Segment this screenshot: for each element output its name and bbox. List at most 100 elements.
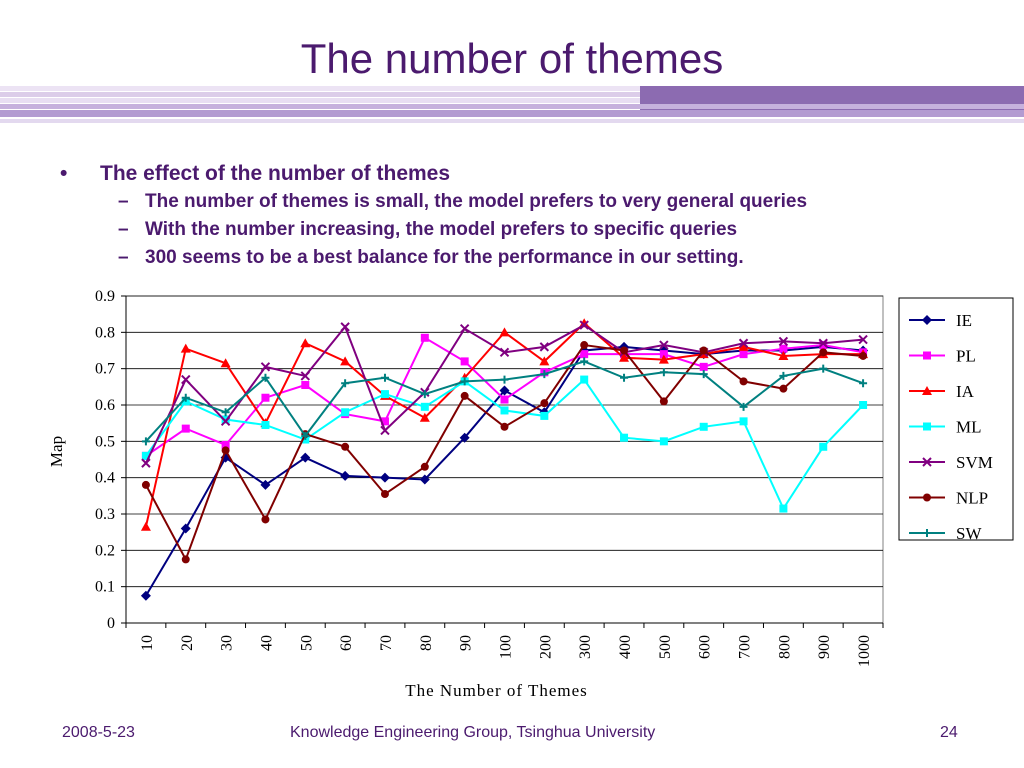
data-point-ie (260, 479, 271, 490)
data-point-ml (859, 401, 868, 409)
data-point-nlp (420, 462, 429, 471)
data-point-svm (260, 362, 271, 372)
bullet-sub-1: The number of themes is small, the model… (58, 188, 1008, 216)
x-tick-label: 50 (298, 635, 315, 651)
x-tick-label: 1000 (856, 635, 873, 667)
data-point-ia (340, 356, 351, 366)
y-tick-label: 0.7 (95, 361, 115, 378)
plot-area (125, 295, 884, 624)
data-point-nlp (819, 348, 828, 357)
footer-org: Knowledge Engineering Group, Tsinghua Un… (290, 724, 656, 741)
bullet-sub-2: With the number increasing, the model pr… (58, 216, 1008, 244)
series-sw (141, 357, 868, 446)
data-point-pl (699, 362, 708, 371)
data-point-svm (300, 371, 310, 381)
data-point-ml (341, 408, 350, 417)
y-tick-label: 0.4 (95, 470, 115, 487)
data-point-pl (420, 333, 429, 342)
data-point-svm (340, 322, 350, 332)
data-point-ie (140, 590, 151, 601)
legend-marker-ml (923, 422, 931, 431)
data-point-svm (659, 340, 669, 350)
data-point-svm (818, 338, 828, 348)
bullet-sub-3: 300 seems to be a best balance for the p… (58, 244, 1008, 272)
data-point-pl (181, 424, 190, 433)
y-axis-label: Map (47, 436, 66, 467)
x-tick-label: 900 (816, 635, 833, 659)
data-point-ie (499, 385, 510, 396)
data-point-sw (699, 370, 708, 379)
x-tick-label: 800 (776, 635, 793, 659)
data-point-ml (380, 390, 389, 399)
data-point-pl (580, 350, 589, 359)
data-point-nlp (739, 377, 748, 386)
data-point-svm (579, 320, 589, 330)
data-point-ia (658, 354, 669, 364)
x-tick-label: 40 (258, 635, 275, 651)
legend-label-pl: PL (956, 347, 976, 366)
legend-label-ie: IE (956, 311, 972, 330)
data-point-sw (500, 375, 509, 384)
x-tick-label: 80 (418, 635, 435, 651)
data-point-ml (580, 375, 589, 384)
data-point-svm (539, 342, 550, 352)
data-point-pl (221, 440, 230, 449)
data-point-pl (819, 341, 828, 350)
data-point-ia (619, 352, 630, 362)
data-point-nlp (659, 397, 668, 406)
footer-date: 2008-5-23 (62, 724, 135, 741)
data-point-nlp (500, 422, 509, 431)
x-tick-label: 30 (219, 635, 236, 651)
data-point-sw (341, 379, 350, 388)
data-point-nlp (620, 346, 629, 355)
x-tick-label: 200 (537, 635, 554, 659)
legend-marker-ia (922, 386, 932, 395)
data-point-ml (420, 402, 429, 411)
data-point-pl (460, 357, 469, 366)
data-point-svm (380, 425, 390, 436)
data-point-pl (380, 417, 389, 426)
data-point-svm (738, 338, 749, 348)
y-tick-label: 0.5 (95, 433, 115, 450)
data-point-ia (180, 343, 191, 353)
data-point-sw (221, 408, 230, 417)
data-point-sw (460, 377, 469, 386)
data-point-sw (380, 373, 389, 382)
data-point-pl (500, 395, 509, 404)
data-point-ie (459, 432, 470, 443)
y-tick-label: 0.9 (95, 288, 115, 305)
legend-label-ia: IA (956, 382, 975, 401)
data-point-ie (419, 474, 430, 485)
data-point-ie (300, 452, 311, 463)
data-point-ie (379, 472, 390, 483)
x-tick-label: 300 (577, 635, 594, 659)
data-point-ml (739, 417, 748, 426)
y-tick-label: 0 (107, 615, 115, 632)
data-point-pl (739, 350, 748, 359)
data-point-ml (659, 437, 668, 446)
x-tick-label: 60 (338, 635, 355, 651)
data-point-nlp (380, 490, 389, 499)
x-tick-label: 10 (139, 635, 156, 651)
legend-label-nlp: NLP (956, 489, 988, 508)
data-point-sw (181, 393, 190, 402)
x-tick-label: 500 (657, 635, 674, 659)
data-point-sw (580, 357, 589, 366)
x-tick-label: 70 (378, 635, 395, 651)
data-point-nlp (341, 442, 350, 451)
data-point-nlp (699, 346, 708, 355)
data-point-ml (540, 411, 549, 420)
y-tick-label: 0.2 (95, 542, 115, 559)
data-point-svm (141, 458, 151, 468)
data-point-ia (579, 318, 590, 328)
y-tick-label: 0.8 (95, 324, 115, 341)
data-point-pl (261, 393, 270, 402)
x-tick-label: 400 (617, 635, 634, 659)
data-point-nlp (141, 480, 150, 489)
legend-marker-pl (923, 351, 931, 360)
data-point-sw (739, 402, 748, 411)
data-point-ia (140, 521, 151, 531)
data-point-nlp (580, 341, 589, 350)
data-point-ml (141, 451, 150, 460)
data-point-sw (859, 379, 868, 388)
